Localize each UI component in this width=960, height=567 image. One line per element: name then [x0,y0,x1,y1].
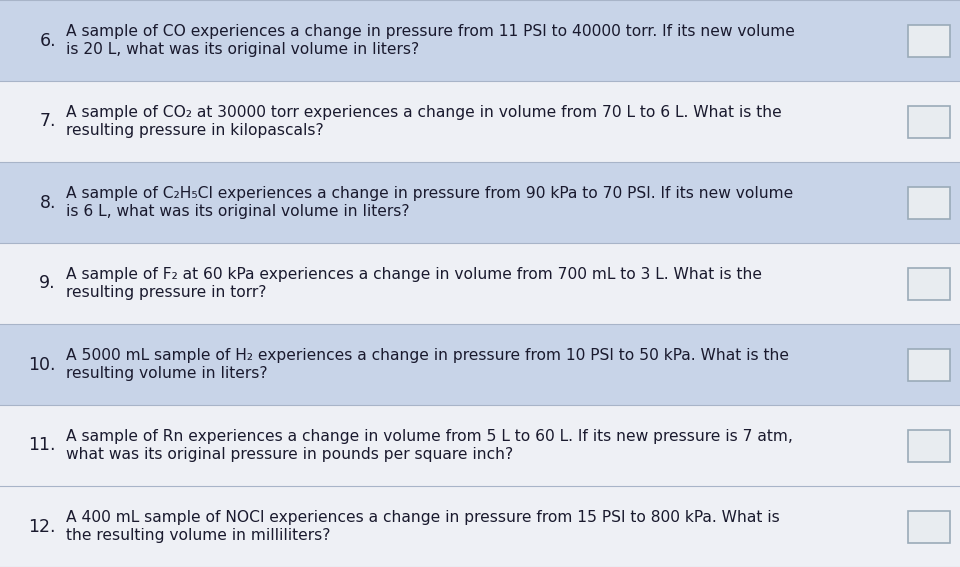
Text: 8.: 8. [39,193,56,211]
Text: A sample of Rn experiences a change in volume from 5 L to 60 L. If its new press: A sample of Rn experiences a change in v… [66,429,793,444]
Bar [908,429,950,462]
Text: is 6 L, what was its original volume in liters?: is 6 L, what was its original volume in … [66,204,410,219]
Text: A sample of CO experiences a change in pressure from 11 PSI to 40000 torr. If it: A sample of CO experiences a change in p… [66,24,795,39]
Bar [908,268,950,299]
Bar [908,105,950,138]
Bar [908,349,950,380]
Bar [0,81,960,162]
Text: A sample of C₂H₅Cl experiences a change in pressure from 90 kPa to 70 PSI. If it: A sample of C₂H₅Cl experiences a change … [66,186,793,201]
Text: resulting volume in liters?: resulting volume in liters? [66,366,268,381]
Bar [908,24,950,57]
Text: is 20 L, what was its original volume in liters?: is 20 L, what was its original volume in… [66,42,420,57]
Bar [0,243,960,324]
Text: 12.: 12. [29,518,56,535]
Text: what was its original pressure in pounds per square inch?: what was its original pressure in pounds… [66,447,514,462]
Text: 7.: 7. [39,112,56,130]
Text: the resulting volume in milliliters?: the resulting volume in milliliters? [66,528,330,543]
Text: A 400 mL sample of NOCl experiences a change in pressure from 15 PSI to 800 kPa.: A 400 mL sample of NOCl experiences a ch… [66,510,780,525]
Text: 6.: 6. [39,32,56,49]
Text: A sample of F₂ at 60 kPa experiences a change in volume from 700 mL to 3 L. What: A sample of F₂ at 60 kPa experiences a c… [66,267,762,282]
Text: A sample of CO₂ at 30000 torr experiences a change in volume from 70 L to 6 L. W: A sample of CO₂ at 30000 torr experience… [66,105,781,120]
Bar [0,405,960,486]
Text: A 5000 mL sample of H₂ experiences a change in pressure from 10 PSI to 50 kPa. W: A 5000 mL sample of H₂ experiences a cha… [66,348,789,363]
Bar [908,510,950,543]
Text: resulting pressure in torr?: resulting pressure in torr? [66,285,267,300]
Text: 11.: 11. [29,437,56,455]
Bar [0,324,960,405]
Bar [0,162,960,243]
Text: 9.: 9. [39,274,56,293]
Bar [0,486,960,567]
Bar [0,0,960,81]
Bar [908,187,950,218]
Text: 10.: 10. [29,356,56,374]
Text: resulting pressure in kilopascals?: resulting pressure in kilopascals? [66,123,324,138]
